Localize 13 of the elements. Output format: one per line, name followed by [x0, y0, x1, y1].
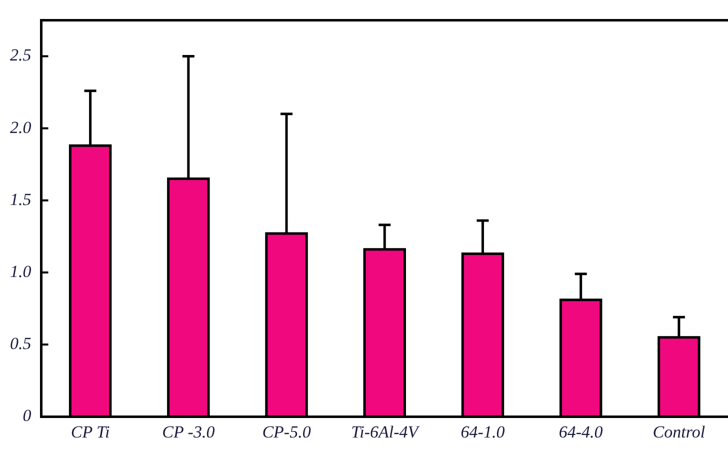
y-tick-label: 2.5 [10, 46, 32, 65]
y-tick-label: 1.5 [10, 190, 32, 209]
y-tick-label: 1.0 [10, 262, 32, 281]
x-tick-label: Ti-6Al-4V [351, 422, 421, 442]
y-tick-label: 2.0 [10, 118, 32, 137]
x-tick-label: 64-4.0 [558, 422, 604, 442]
y-tick-label: 0 [22, 406, 32, 426]
x-tick-label: CP -3.0 [162, 422, 216, 442]
y-tick-label: 0.5 [10, 334, 32, 353]
x-tick-label: Control [652, 422, 706, 442]
x-tick-label: CP-5.0 [262, 422, 312, 442]
x-tick-label: 64-1.0 [460, 422, 506, 442]
x-tick-label: CP Ti [70, 422, 110, 442]
